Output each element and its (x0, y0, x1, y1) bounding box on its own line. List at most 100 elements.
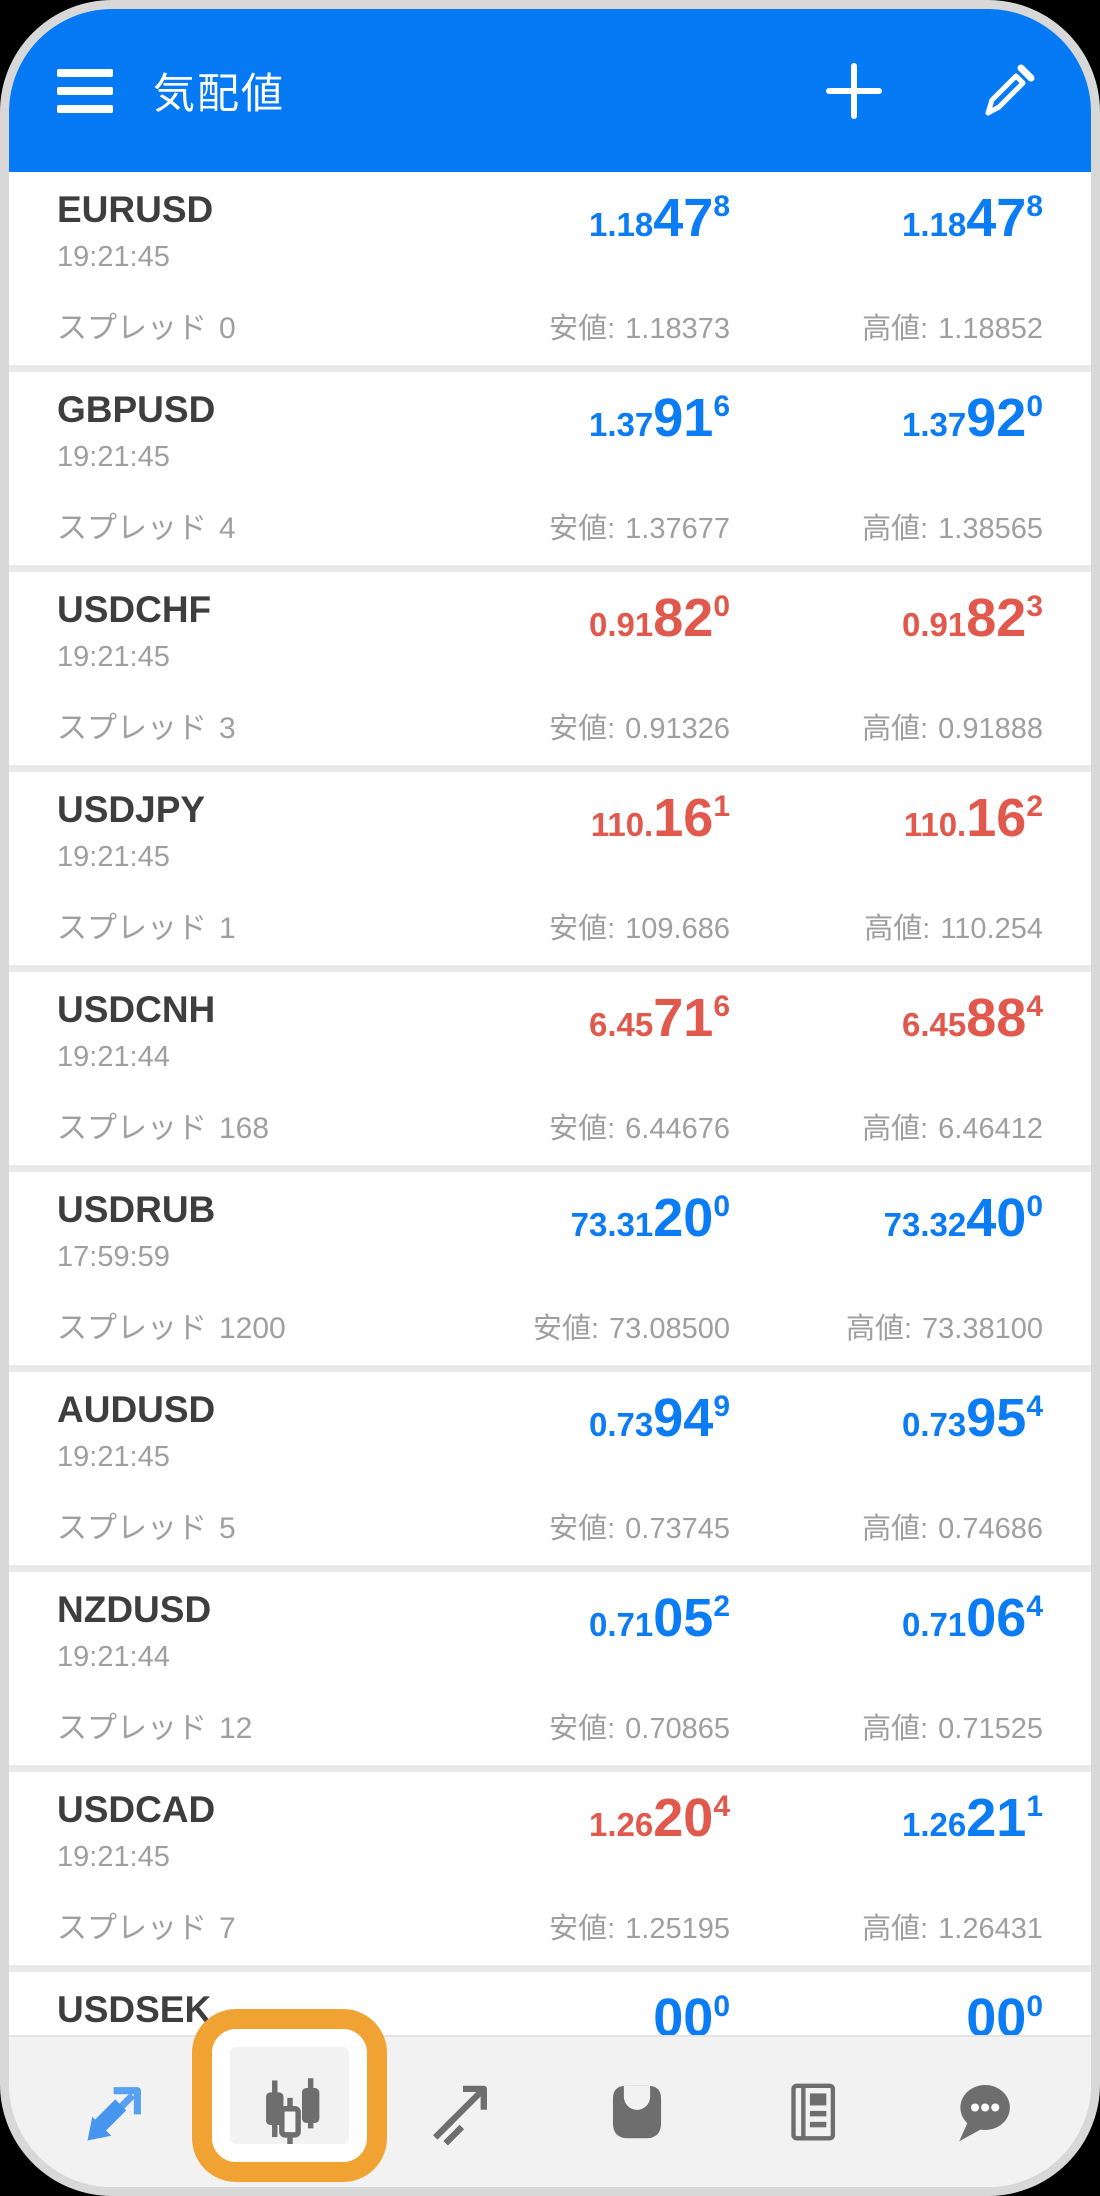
quote-row[interactable]: USDJPY 19:21:45 スプレッド 1 110.161 安値: 109.68… (9, 772, 1091, 972)
bid-price-small: 1.26 (589, 1806, 654, 1843)
low-value: 109.686 (625, 913, 730, 946)
symbol-name: USDJPY (57, 789, 206, 830)
low-value: 0.73745 (625, 1513, 730, 1546)
bid-price-sup: 2 (713, 1590, 730, 1623)
spread-value: 3 (219, 712, 236, 745)
low-line: 安値: 1.18373 (549, 312, 730, 347)
spread-value: 7 (219, 1912, 236, 1945)
app-header: 気配値 (9, 9, 1091, 172)
high-line: 高値: 73.38100 (846, 1312, 1043, 1347)
ask-price-big: 88 (966, 988, 1027, 1048)
bid-price-sup: 6 (713, 390, 730, 423)
hamburger-icon (57, 86, 113, 95)
bid-price: 6.45716 (589, 990, 730, 1060)
low-line: 安値: 0.70865 (549, 1712, 730, 1747)
edit-list-button[interactable] (973, 56, 1043, 126)
nav-history-tab[interactable] (550, 2037, 724, 2187)
high-label: 高値: (862, 513, 929, 546)
quote-row[interactable]: USDCNH 19:21:44 スプレッド 168 6.45716 安値: 6.44… (9, 972, 1091, 1172)
ask-column: 1.37920 高値: 1.38565 (793, 388, 1043, 547)
bid-price: 0.71052 (589, 1590, 730, 1660)
low-line: 安値: 6.44676 (549, 1112, 730, 1147)
ask-price: 1.37920 (902, 390, 1043, 460)
quote-time: 19:21:44 (57, 1041, 170, 1074)
bid-price-big: 47 (653, 188, 714, 248)
bid-price: 1.18478 (589, 190, 730, 260)
ask-price-sup: 0 (1026, 1990, 1043, 2023)
low-label: 安値: (549, 913, 616, 946)
ask-price: 0.73954 (902, 1390, 1043, 1460)
double-arrow-icon (87, 2087, 141, 2141)
menu-button[interactable] (57, 68, 113, 113)
bid-price-big: 16 (653, 788, 714, 848)
bid-price-sup: 0 (713, 590, 730, 623)
ask-price-sup: 4 (1026, 1590, 1043, 1623)
spread-value: 4 (219, 512, 236, 545)
quote-row[interactable]: AUDUSD 19:21:45 スプレッド 5 0.73949 安値: 0.7374… (9, 1372, 1091, 1572)
symbol-name: EURUSD (57, 189, 214, 230)
spread-line: スプレッド 5 (57, 1511, 337, 1547)
low-value: 6.44676 (625, 1113, 730, 1146)
high-value: 1.38565 (938, 513, 1043, 546)
ask-column: 0.73954 高値: 0.74686 (793, 1388, 1043, 1547)
nav-charts-tab[interactable] (203, 2037, 377, 2187)
ask-price-big: 92 (966, 388, 1027, 448)
bid-price-big: 94 (653, 1388, 714, 1448)
low-line: 安値: 109.686 (549, 912, 730, 947)
bid-column: 0.71052 安値: 0.70865 (400, 1588, 730, 1747)
symbol-name: GBPUSD (57, 389, 216, 430)
low-line: 安値: 73.08500 (533, 1312, 730, 1347)
quote-row[interactable]: GBPUSD 19:21:45 スプレッド 4 1.37916 安値: 1.3767… (9, 372, 1091, 572)
low-label: 安値: (549, 1113, 616, 1146)
nav-messages-tab[interactable] (897, 2037, 1071, 2187)
quote-row[interactable]: NZDUSD 19:21:44 スプレッド 12 0.71052 安値: 0.708… (9, 1572, 1091, 1772)
ask-price-big: 00 (966, 1988, 1027, 2035)
ask-price-big: 21 (966, 1788, 1027, 1848)
bid-column: 0.91820 安値: 0.91326 (400, 588, 730, 747)
ask-price-sup: 4 (1026, 990, 1043, 1023)
bid-column: 1.37916 安値: 1.37677 (400, 388, 730, 547)
hamburger-icon (57, 104, 113, 113)
bid-price-sup: 4 (713, 1790, 730, 1823)
bid-price-small: 0.73 (589, 1406, 654, 1443)
ask-price-sup: 1 (1026, 1790, 1043, 1823)
ask-price: 1.26211 (902, 1790, 1043, 1860)
quote-time: 19:21:45 (57, 1841, 170, 1874)
symbol-column: USDSEK スプレッド (57, 1988, 337, 2035)
nav-news-tab[interactable] (724, 2037, 898, 2187)
quote-row[interactable]: USDCHF 19:21:45 スプレッド 3 0.91820 安値: 0.9132… (9, 572, 1091, 772)
spread-line: スプレッド 7 (57, 1911, 337, 1947)
bid-column: 110.161 安値: 109.686 (400, 788, 730, 947)
nav-trade-tab[interactable] (376, 2037, 550, 2187)
quote-time: 19:21:45 (57, 241, 170, 274)
ask-price-small: 110. (903, 806, 967, 843)
pencil-icon (985, 64, 1035, 115)
quote-row[interactable]: EURUSD 19:21:45 スプレッド 0 1.18478 安値: 1.1837… (9, 172, 1091, 372)
low-label: 安値: (549, 1913, 616, 1946)
bid-price-small: 1.18 (589, 206, 654, 243)
spread-value: 168 (219, 1112, 270, 1145)
spread-label: スプレッド (57, 1512, 207, 1545)
ask-price: 73.32400 (884, 1190, 1043, 1260)
ask-price: 6.45884 (902, 990, 1043, 1060)
spread-label: スプレッド (57, 712, 207, 745)
add-symbol-button[interactable] (819, 56, 889, 126)
bid-price-sup: 0 (713, 1190, 730, 1223)
quote-time: 19:21:45 (57, 1441, 170, 1474)
nav-quotes-tab[interactable] (29, 2037, 203, 2187)
spread-label: スプレッド (57, 1912, 207, 1945)
high-value: 1.26431 (938, 1913, 1043, 1946)
high-value: 0.74686 (938, 1513, 1043, 1546)
bid-column: 6.45716 安値: 6.44676 (400, 988, 730, 1147)
low-line: 安値: 0.91326 (549, 712, 730, 747)
ask-price-big: 82 (966, 588, 1027, 648)
ask-price-small: 0.91 (902, 606, 967, 643)
quote-row[interactable]: USDCAD 19:21:45 スプレッド 7 1.26204 安値: 1.2519… (9, 1772, 1091, 1972)
quote-row[interactable]: USDSEK スプレッド 000 安値: 000 高値: (9, 1972, 1091, 2035)
symbol-name: USDRUB (57, 1189, 216, 1230)
symbol-column: USDCNH 19:21:44 スプレッド 168 (57, 988, 337, 1147)
quote-row[interactable]: USDRUB 17:59:59 スプレッド 1200 73.31200 安値: 73… (9, 1172, 1091, 1372)
ask-price-small: 1.26 (902, 1806, 967, 1843)
quote-time: 19:21:45 (57, 841, 170, 874)
ask-price-small: 1.18 (902, 206, 967, 243)
